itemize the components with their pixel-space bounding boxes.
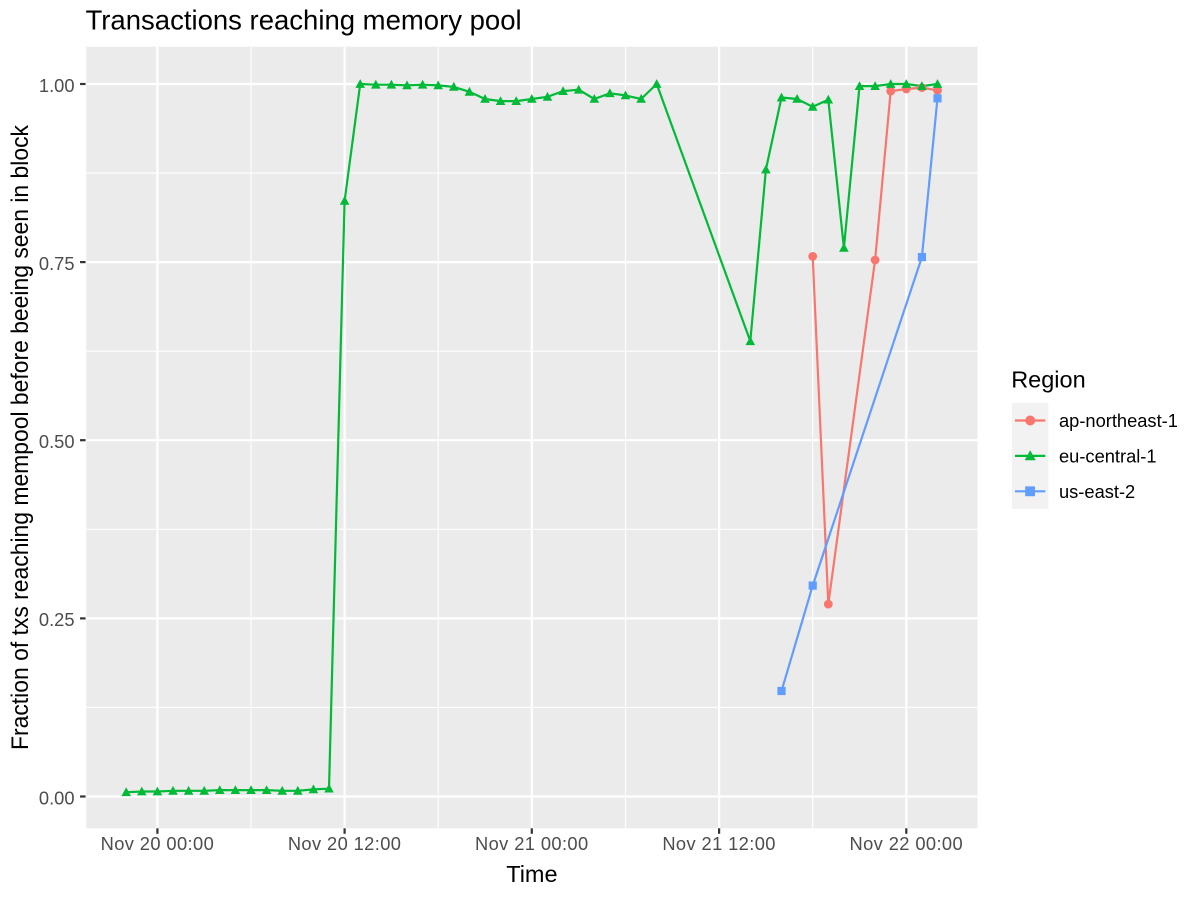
svg-text:Nov 20 12:00: Nov 20 12:00 (288, 833, 402, 854)
svg-text:ap-northeast-1: ap-northeast-1 (1059, 410, 1178, 431)
svg-text:0.50: 0.50 (39, 431, 75, 452)
svg-text:0.75: 0.75 (39, 253, 75, 274)
svg-text:Transactions reaching memory p: Transactions reaching memory pool (86, 5, 522, 36)
svg-text:Nov 20 00:00: Nov 20 00:00 (101, 833, 215, 854)
svg-text:Nov 22 00:00: Nov 22 00:00 (850, 833, 964, 854)
svg-text:Nov 21 00:00: Nov 21 00:00 (475, 833, 589, 854)
svg-text:Region: Region (1011, 367, 1085, 393)
svg-text:eu-central-1: eu-central-1 (1059, 445, 1157, 466)
svg-text:Nov 21 12:00: Nov 21 12:00 (662, 833, 776, 854)
svg-text:us-east-2: us-east-2 (1059, 481, 1135, 502)
svg-text:Fraction of txs reaching mempo: Fraction of txs reaching mempool before … (7, 125, 34, 750)
svg-text:0.25: 0.25 (39, 609, 75, 630)
svg-text:1.00: 1.00 (39, 75, 75, 96)
svg-text:Time: Time (506, 861, 557, 887)
svg-text:0.00: 0.00 (39, 787, 75, 808)
